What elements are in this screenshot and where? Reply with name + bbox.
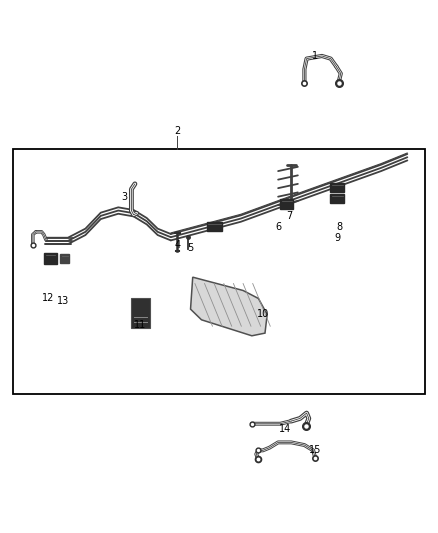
Bar [131,298,150,328]
Bar [60,254,69,263]
Polygon shape [191,277,267,336]
Text: 14: 14 [279,424,291,434]
Text: 13: 13 [57,296,70,306]
Text: 15: 15 [309,446,321,455]
Bar [330,194,344,203]
Text: 9: 9 [334,233,340,243]
Text: 6: 6 [275,222,281,231]
Text: 2: 2 [174,126,180,135]
Text: 3: 3 [122,192,128,202]
Bar [280,199,293,209]
Text: 8: 8 [336,222,343,231]
Text: 5: 5 [187,243,194,253]
Text: 12: 12 [42,294,54,303]
Text: 11: 11 [134,320,146,330]
Text: 10: 10 [257,310,269,319]
Text: 4: 4 [174,240,180,250]
Bar [44,253,57,264]
Bar [330,183,344,192]
Bar [207,222,222,231]
Bar [13,149,425,394]
Text: 7: 7 [286,211,292,221]
Text: 1: 1 [312,51,318,61]
